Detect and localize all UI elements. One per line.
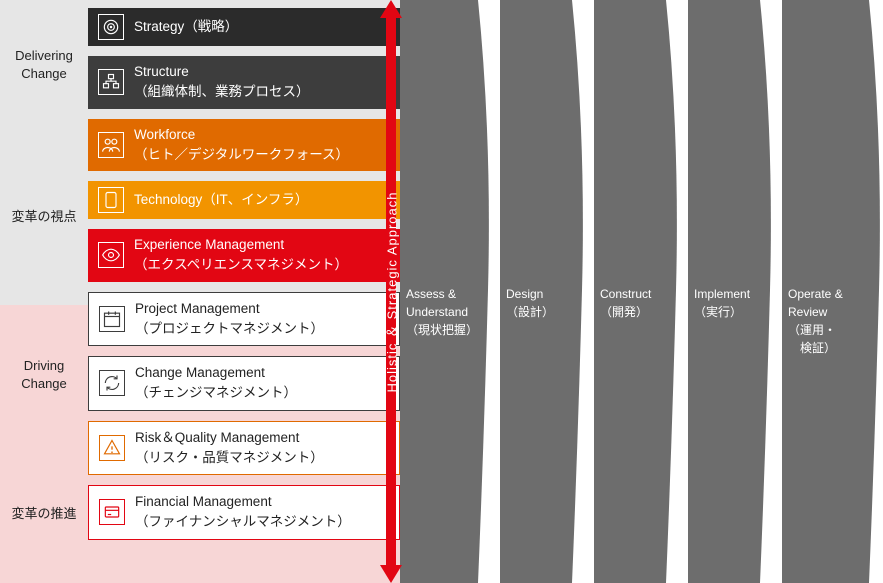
row-label: Project Management （プロジェクトマネジメント）	[135, 299, 324, 340]
row-label: Strategy（戦略）	[134, 17, 238, 37]
row-project: Project Management （プロジェクトマネジメント）	[88, 292, 400, 347]
phase-strip-4: Operate & Review （運用・ 検証）	[782, 0, 883, 583]
row-risk: Risk＆Quality Management （リスク・品質マネジメント）	[88, 421, 400, 476]
row-strategy: Strategy（戦略）	[88, 8, 400, 46]
strategy-icon	[98, 14, 124, 40]
row-label: Structure （組織体制、業務プロセス）	[134, 62, 310, 103]
arrow-head-down	[380, 565, 402, 583]
row-label: Risk＆Quality Management （リスク・品質マネジメント）	[135, 428, 324, 469]
phase-label: Design （設計）	[506, 285, 586, 321]
phase-label: Construct （開発）	[600, 285, 680, 321]
arrow-label: Holistic ＆ Strategic Approach	[382, 191, 401, 392]
phase-strip-0: Assess & Understand （現状把握）	[400, 0, 492, 583]
phase-label: Operate & Review （運用・ 検証）	[788, 285, 868, 357]
row-change: Change Management （チェンジマネジメント）	[88, 356, 400, 411]
row-label: Change Management （チェンジマネジメント）	[135, 363, 297, 404]
row-technology: Technology（IT、インフラ）	[88, 181, 400, 219]
project-icon	[99, 306, 125, 332]
row-financial: Financial Management （ファイナンシャルマネジメント）	[88, 485, 400, 540]
phase-strip-1: Design （設計）	[500, 0, 586, 583]
row-label: Financial Management （ファイナンシャルマネジメント）	[135, 492, 351, 533]
financial-icon	[99, 499, 125, 525]
experience-icon	[98, 242, 124, 268]
phase-strip-2: Construct （開発）	[594, 0, 680, 583]
arrow-bar: Holistic ＆ Strategic Approach	[386, 18, 396, 565]
left-section-1: 変革の視点	[0, 130, 88, 305]
technology-icon	[98, 187, 124, 213]
risk-icon	[99, 435, 125, 461]
left-section-2: Driving Change	[0, 305, 88, 445]
left-section-0: Delivering Change	[0, 0, 88, 130]
phase-strip-3: Implement （実行）	[688, 0, 774, 583]
row-label: Technology（IT、インフラ）	[134, 190, 308, 210]
left-section-3: 変革の推進	[0, 445, 88, 583]
row-label: Workforce （ヒト／デジタルワークフォース）	[134, 125, 349, 166]
diagram-root: Assess & Understand （現状把握） Design （設計） C…	[0, 0, 883, 583]
row-structure: Structure （組織体制、業務プロセス）	[88, 56, 400, 109]
row-label: Experience Management （エクスペリエンスマネジメント）	[134, 235, 348, 276]
phase-label: Assess & Understand （現状把握）	[406, 285, 486, 339]
phase-strips: Assess & Understand （現状把握） Design （設計） C…	[400, 0, 883, 583]
capability-rows: Strategy（戦略） Structure （組織体制、業務プロセス） Workf…	[88, 8, 400, 550]
row-experience: Experience Management （エクスペリエンスマネジメント）	[88, 229, 400, 282]
left-sections: Delivering Change変革の視点Driving Change変革の推…	[0, 0, 88, 583]
structure-icon	[98, 69, 124, 95]
change-icon	[99, 370, 125, 396]
phase-label: Implement （実行）	[694, 285, 774, 321]
arrow-head-up	[380, 0, 402, 18]
vertical-arrow: Holistic ＆ Strategic Approach	[378, 0, 404, 583]
workforce-icon	[98, 132, 124, 158]
row-workforce: Workforce （ヒト／デジタルワークフォース）	[88, 119, 400, 172]
